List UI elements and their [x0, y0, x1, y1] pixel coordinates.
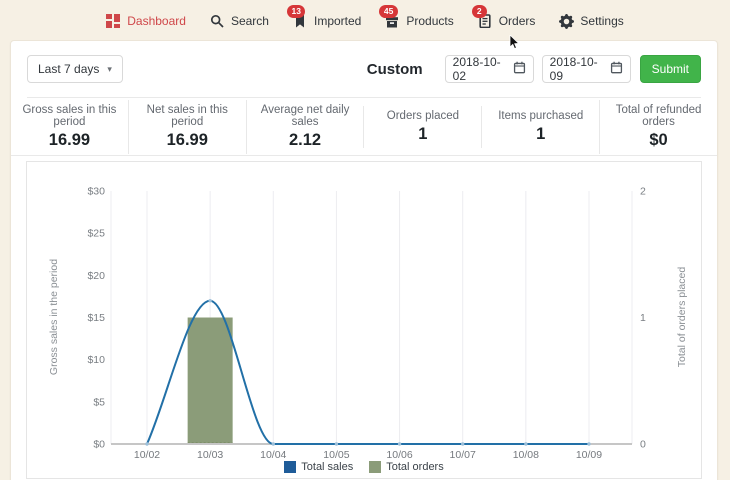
svg-text:10/02: 10/02: [134, 449, 160, 461]
submit-button[interactable]: Submit: [639, 55, 701, 83]
stat-label: Orders placed: [386, 109, 460, 122]
svg-text:$30: $30: [87, 186, 105, 198]
nav-item-search[interactable]: Search: [210, 14, 269, 29]
stat-label: Average net daily sales: [260, 103, 350, 128]
nav-item-settings[interactable]: Settings: [559, 13, 624, 29]
stat-value: 1: [536, 124, 546, 143]
nav-item-label: Products: [406, 14, 454, 28]
date-to-input[interactable]: 2018-10-09: [541, 55, 631, 83]
stat-label: Items purchased: [498, 109, 584, 122]
stat-value: 16.99: [48, 130, 91, 149]
date-to-value: 2018-10-09: [549, 55, 598, 83]
legend-swatch: [369, 461, 382, 473]
stat-average-net-daily-sales: Average net daily sales 2.12: [245, 99, 364, 154]
date-from-value: 2018-10-02: [452, 55, 501, 83]
stat-orders-placed: Orders placed 1: [363, 105, 481, 148]
svg-text:10/03: 10/03: [197, 449, 223, 461]
svg-text:0: 0: [640, 439, 646, 451]
nav-item-imported[interactable]: 13 Imported: [286, 4, 362, 29]
date-from-input[interactable]: 2018-10-02: [444, 55, 534, 83]
chart-legend: Total sales Total orders: [27, 461, 701, 473]
date-range-label: Last 7 days: [38, 62, 100, 76]
left-axis-title: Gross sales in the period: [48, 259, 60, 375]
calendar-icon[interactable]: [513, 61, 526, 77]
svg-text:$25: $25: [87, 228, 105, 240]
calendar-icon[interactable]: [610, 61, 623, 77]
legend-label: Total sales: [301, 461, 354, 473]
stat-value: 1: [418, 124, 428, 143]
stat-total-of-refunded-orders: Total of refunded orders $0: [599, 99, 717, 154]
date-controls-row: Last 7 days ▾ Custom 2018-10-02 2018-10-…: [11, 41, 717, 97]
stat-label: Net sales in this period: [146, 103, 228, 128]
right-axis-title: Total of orders placed: [676, 267, 688, 368]
svg-text:2: 2: [640, 186, 646, 198]
svg-text:10/06: 10/06: [386, 449, 412, 461]
svg-text:10/05: 10/05: [323, 449, 349, 461]
legend-item-total-sales: Total sales: [284, 461, 353, 473]
custom-label: Custom: [366, 60, 423, 78]
svg-text:10/09: 10/09: [576, 449, 602, 461]
svg-text:$20: $20: [87, 270, 105, 282]
legend-swatch: [284, 461, 297, 473]
stat-net-sales-in-this-period: Net sales in this period 16.99: [127, 99, 246, 154]
stat-label: Gross sales in this period: [22, 103, 117, 128]
nav-item-dashboard[interactable]: Dashboard: [106, 13, 186, 29]
divider: [11, 155, 717, 156]
svg-text:10/04: 10/04: [260, 449, 286, 461]
sales-chart-container: $0 $5 $10 $15 $20 $25 $30 0 1 2 10/02 10/03 10/04 10/…: [26, 161, 702, 479]
svg-text:$15: $15: [87, 312, 105, 324]
legend-item-total-orders: Total orders: [369, 461, 444, 473]
svg-text:1: 1: [640, 312, 646, 324]
stat-gross-sales-in-this-period: Gross sales in this period 16.99: [11, 100, 128, 154]
search-icon: [210, 14, 224, 29]
svg-text:$0: $0: [93, 439, 105, 451]
summary-stats-row: Gross sales in this period 16.99 Net sales…: [11, 98, 717, 155]
sales-orders-chart: $0 $5 $10 $15 $20 $25 $30 0 1 2 10/02 10/03 10/04 10/…: [27, 162, 701, 467]
nav-item-label: Imported: [313, 14, 362, 28]
stat-value: 2.12: [289, 130, 322, 149]
nav-item-products[interactable]: 45 Products: [379, 4, 454, 29]
legend-label: Total orders: [386, 461, 444, 473]
badge-count: 45: [379, 4, 398, 18]
stat-value: 16.99: [166, 130, 208, 149]
date-range-dropdown[interactable]: Last 7 days ▾: [27, 55, 123, 83]
stat-items-purchased: Items purchased 1: [481, 105, 599, 148]
report-card: Last 7 days ▾ Custom 2018-10-02 2018-10-…: [10, 40, 718, 480]
badge-count: 2: [471, 4, 487, 18]
gear-icon: [559, 13, 575, 29]
top-navigation: Dashboard Search 13 Imported 45 Products 2 Orde…: [0, 0, 730, 40]
badge-count: 13: [286, 4, 306, 18]
stat-label: Total of refunded orders: [615, 103, 702, 128]
nav-item-label: Search: [230, 14, 269, 28]
svg-text:10/08: 10/08: [513, 449, 539, 461]
svg-text:10/07: 10/07: [450, 449, 476, 461]
nav-item-label: Dashboard: [127, 14, 186, 28]
svg-text:$5: $5: [93, 396, 105, 408]
dashboard-grid-icon: [106, 13, 121, 29]
custom-range-controls: Custom 2018-10-02 2018-10-09 Submit: [367, 55, 701, 83]
chart-svg: $0 $5 $10 $15 $20 $25 $30 0 1 2 10/02 10/03 10/04 10/…: [48, 186, 688, 462]
stat-value: $0: [649, 130, 668, 149]
svg-text:$10: $10: [87, 354, 105, 366]
chevron-down-icon: ▾: [107, 63, 112, 74]
nav-item-orders[interactable]: 2 Orders: [471, 4, 536, 29]
nav-item-label: Orders: [498, 14, 536, 28]
divider: [27, 97, 701, 98]
nav-item-label: Settings: [580, 14, 624, 28]
